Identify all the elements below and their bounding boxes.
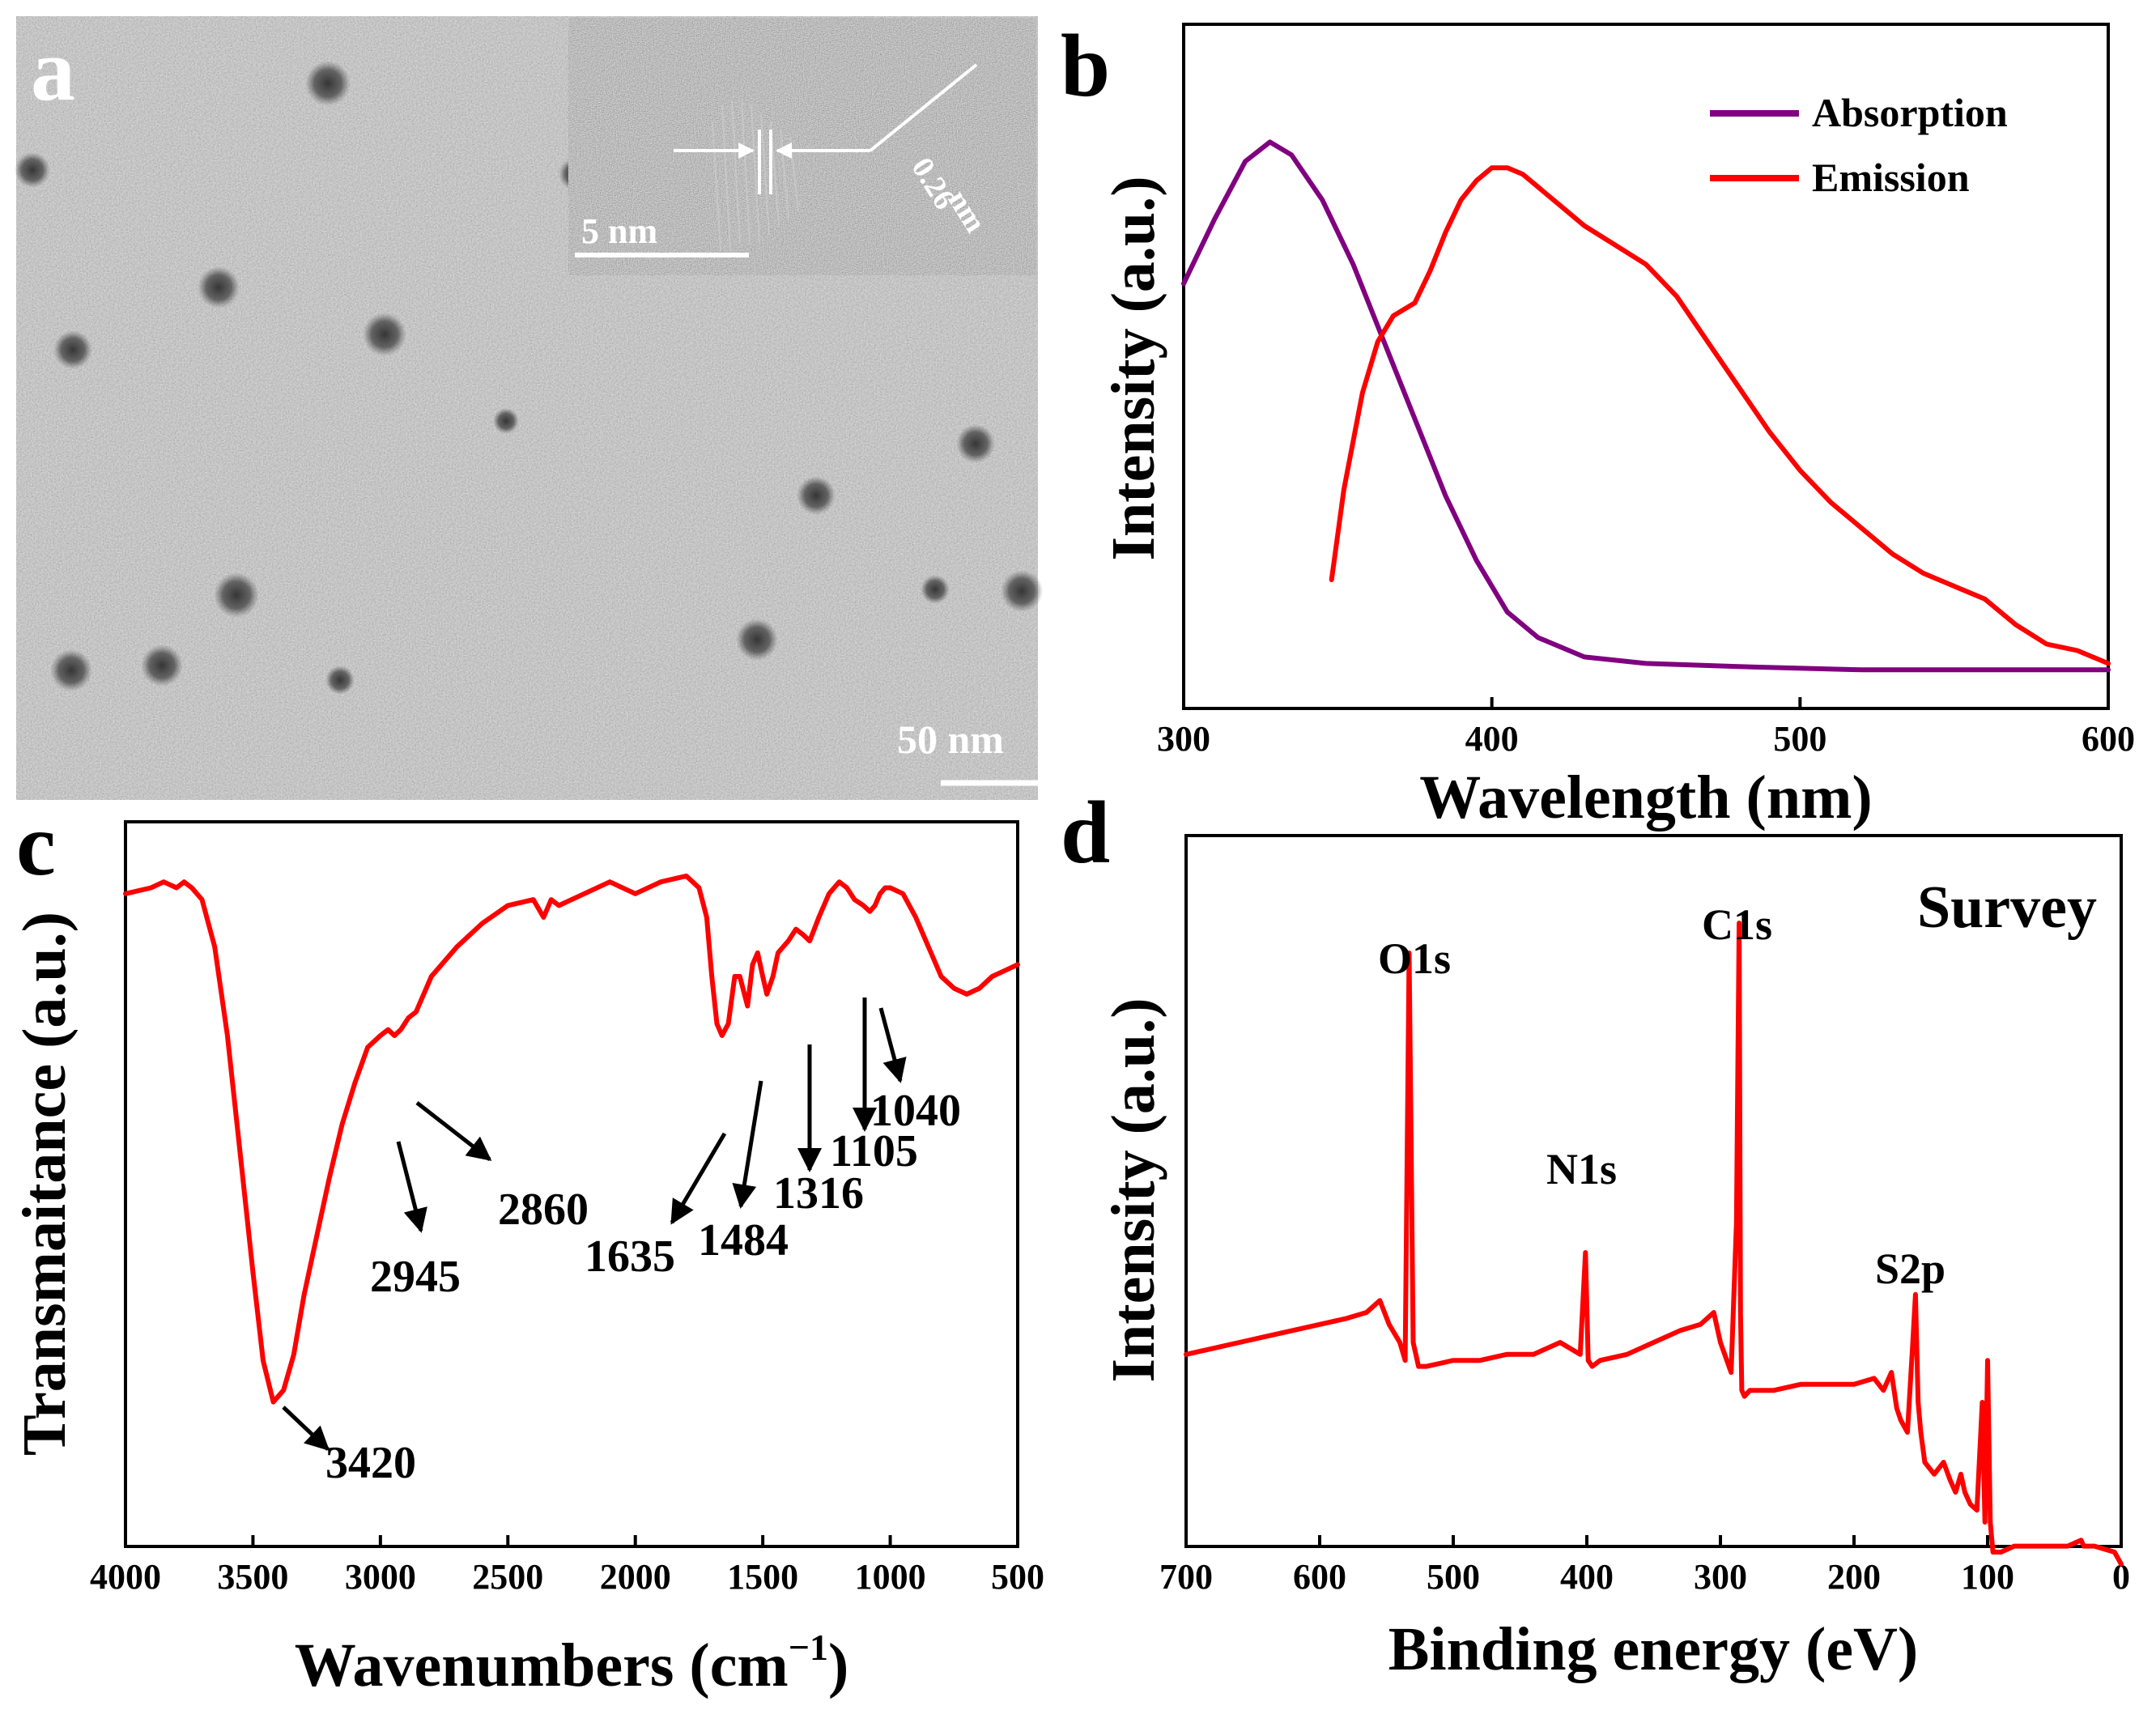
arrow-1635	[670, 1132, 727, 1225]
x-tick-label: 1000	[855, 1557, 926, 1597]
plot-frame-d	[1184, 834, 2123, 1548]
x-tick-label: 500	[991, 1557, 1044, 1597]
main-scale-label: 50 nm	[897, 717, 1004, 762]
peak-label-s2p: S2p	[1875, 1244, 1946, 1293]
legend-label-absorption: Absorption	[1812, 90, 2008, 135]
arrow-3420	[282, 1406, 330, 1452]
plot-frame-c	[124, 820, 1019, 1548]
label-1484: 1484	[698, 1215, 789, 1265]
y-axis-title-d: Intensity (a.u.)	[1099, 998, 1167, 1382]
x-tick-label: 600	[1293, 1557, 1346, 1597]
x-ticks-d: 700 600 500 400 300 200 100 0	[1159, 1535, 2130, 1597]
x-axis-title-b: Wavelength (nm)	[1419, 764, 1872, 832]
legend-b: Absorption Emission	[1710, 90, 2008, 200]
arrow-2945	[396, 1141, 427, 1233]
x-tick-label: 300	[1157, 719, 1210, 759]
x-ticks-c: 4000 3500 3000 2500 2000 1500 1000 500	[90, 1535, 1044, 1597]
x-tick-label: 3500	[217, 1557, 288, 1597]
x-tick-label: 100	[1961, 1557, 2014, 1597]
inset-scale-label: 5 nm	[581, 211, 657, 251]
series-line-xps-survey	[1184, 921, 2124, 1567]
label-2945: 2945	[370, 1252, 461, 1302]
nanoparticle-dots	[15, 61, 1043, 695]
x-tick-label: 500	[1773, 719, 1826, 759]
panel-letter-d: d	[1061, 783, 1110, 882]
x-tick-label: 600	[2082, 719, 2135, 759]
series-c	[123, 873, 1020, 1405]
survey-label: Survey	[1917, 874, 2097, 941]
x-tick-label: 400	[1560, 1557, 1614, 1597]
x-tick-label: 700	[1159, 1557, 1213, 1597]
y-axis-title-c: Transmaitance (a.u.)	[11, 912, 79, 1456]
peak-label-o1s: O1s	[1378, 934, 1451, 983]
peak-label-n1s: N1s	[1546, 1145, 1617, 1193]
label-3420: 3420	[325, 1438, 416, 1488]
panel-b: b 300 400 500 600 Absorption Emission Wavel…	[1061, 16, 2135, 832]
y-axis-title-b: Intensity (a.u.)	[1099, 176, 1167, 560]
arrow-1040	[878, 1007, 907, 1083]
spacing-leader-line	[869, 63, 978, 152]
x-tick-label: 200	[1827, 1557, 1881, 1597]
legend-label-emission: Emission	[1812, 155, 1970, 200]
series-d	[1184, 921, 2124, 1567]
x-tick-label: 500	[1427, 1557, 1480, 1597]
series-line-emission	[1329, 165, 2111, 666]
series-line-ftir	[123, 873, 1020, 1405]
x-tick-label: 2000	[600, 1557, 671, 1597]
label-1040: 1040	[870, 1086, 961, 1136]
label-1316: 1316	[773, 1168, 864, 1219]
ftir-annotations: 3420 2945 2860 1635 1484 1316 1105 1040	[282, 998, 961, 1488]
hrtem-inset: 0.26 nm 5 nm	[568, 18, 1036, 275]
series-b	[1181, 139, 2111, 673]
x-tick-label: 400	[1465, 719, 1519, 759]
x-tick-label: 4000	[90, 1557, 161, 1597]
x-axis-title-c: Wavenumbers (cm−1)	[295, 1627, 849, 1699]
x-ticks-b: 300 400 500 600	[1157, 697, 2135, 759]
panel-d: d 700 600 500 400 300 200 100 0 Survey O1s N1s …	[1061, 783, 2130, 1683]
panel-a: 0.26 nm 5 nm 50 nm a	[15, 16, 1048, 800]
x-tick-label: 3000	[345, 1557, 416, 1597]
label-1105: 1105	[830, 1126, 918, 1176]
peak-label-c1s: C1s	[1702, 900, 1772, 949]
arrow-1484	[732, 1080, 763, 1209]
x-axis-title-d: Binding energy (eV)	[1388, 1615, 1918, 1683]
series-line-absorption	[1181, 139, 2111, 673]
x-tick-label: 2500	[472, 1557, 543, 1597]
panel-letter-c: c	[16, 795, 56, 894]
panel-letter-b: b	[1061, 16, 1110, 115]
x-tick-label: 300	[1694, 1557, 1747, 1597]
panel-letter-a: a	[31, 20, 75, 119]
label-1635: 1635	[585, 1231, 675, 1282]
x-tick-label: 0	[2112, 1557, 2130, 1597]
panel-c: c 4000 3500 3000 2500 2000 1500 1000 500 3420 2…	[11, 795, 1044, 1699]
x-tick-label: 1500	[727, 1557, 798, 1597]
plot-frame-b	[1182, 23, 2110, 710]
label-2860: 2860	[498, 1185, 589, 1235]
arrow-2860	[415, 1101, 492, 1161]
